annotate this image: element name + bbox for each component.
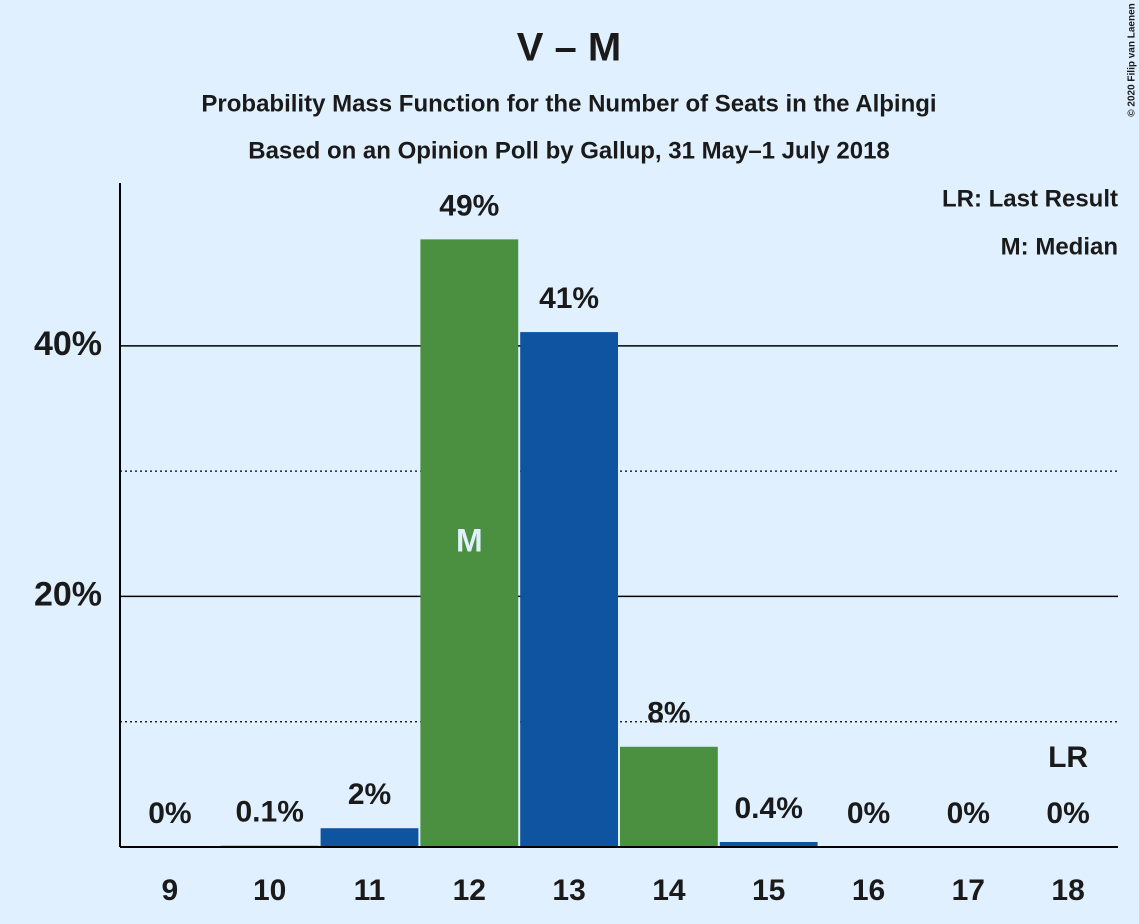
subtitle: Probability Mass Function for the Number…: [201, 90, 936, 117]
last-result-marker: LR: [1048, 741, 1088, 774]
legend-entry: LR: Last Result: [942, 185, 1118, 212]
x-tick-label: 12: [453, 874, 486, 907]
value-label: 41%: [539, 282, 599, 315]
bar: [420, 239, 519, 847]
subtitle: Based on an Opinion Poll by Gallup, 31 M…: [248, 137, 890, 164]
value-label: 0%: [148, 797, 191, 830]
y-tick-label: 40%: [34, 325, 102, 363]
x-tick-label: 15: [752, 874, 785, 907]
copyright: © 2020 Filip van Laenen: [1127, 3, 1138, 117]
y-tick-label: 20%: [34, 575, 102, 613]
bar: [719, 841, 818, 847]
bar: [320, 828, 419, 847]
value-label: 2%: [348, 778, 391, 811]
bar: [520, 332, 618, 847]
chart-title: V – M: [517, 26, 621, 70]
bar: [620, 746, 718, 847]
value-label: 0%: [847, 797, 890, 830]
x-tick-label: 16: [852, 874, 885, 907]
value-label: 0.4%: [735, 792, 803, 825]
x-tick-label: 18: [1051, 874, 1084, 907]
value-label: 0%: [947, 797, 990, 830]
x-tick-label: 9: [162, 874, 179, 907]
median-marker: M: [456, 523, 483, 559]
legend-entry: M: Median: [1001, 233, 1118, 260]
x-tick-label: 10: [253, 874, 286, 907]
x-tick-label: 17: [952, 874, 985, 907]
value-label: 0.1%: [236, 796, 304, 829]
x-tick-label: 11: [354, 874, 386, 907]
x-tick-label: 13: [552, 874, 585, 907]
value-label: 8%: [647, 697, 690, 730]
value-label: 49%: [439, 189, 499, 222]
x-tick-label: 14: [652, 874, 686, 907]
value-label: 0%: [1046, 797, 1089, 830]
